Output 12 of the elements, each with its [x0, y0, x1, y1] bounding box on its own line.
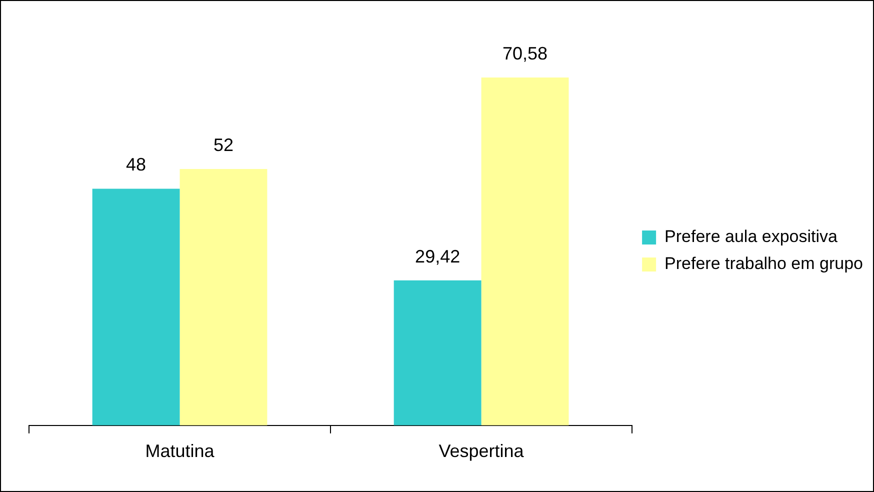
x-tick-label: Vespertina — [438, 441, 525, 462]
legend-label: Prefere aula expositiva — [664, 227, 838, 246]
data-label: 48 — [126, 154, 146, 175]
bar — [92, 188, 180, 426]
bar — [481, 77, 569, 426]
bar — [394, 280, 482, 426]
bar — [180, 169, 268, 426]
x-tick-label: Matutina — [145, 441, 216, 462]
data-label: 29,42 — [415, 246, 460, 266]
data-label: 70,58 — [502, 43, 548, 64]
data-label: 52 — [213, 135, 234, 156]
legend-label: Prefere trabalho em grupo — [664, 254, 864, 274]
